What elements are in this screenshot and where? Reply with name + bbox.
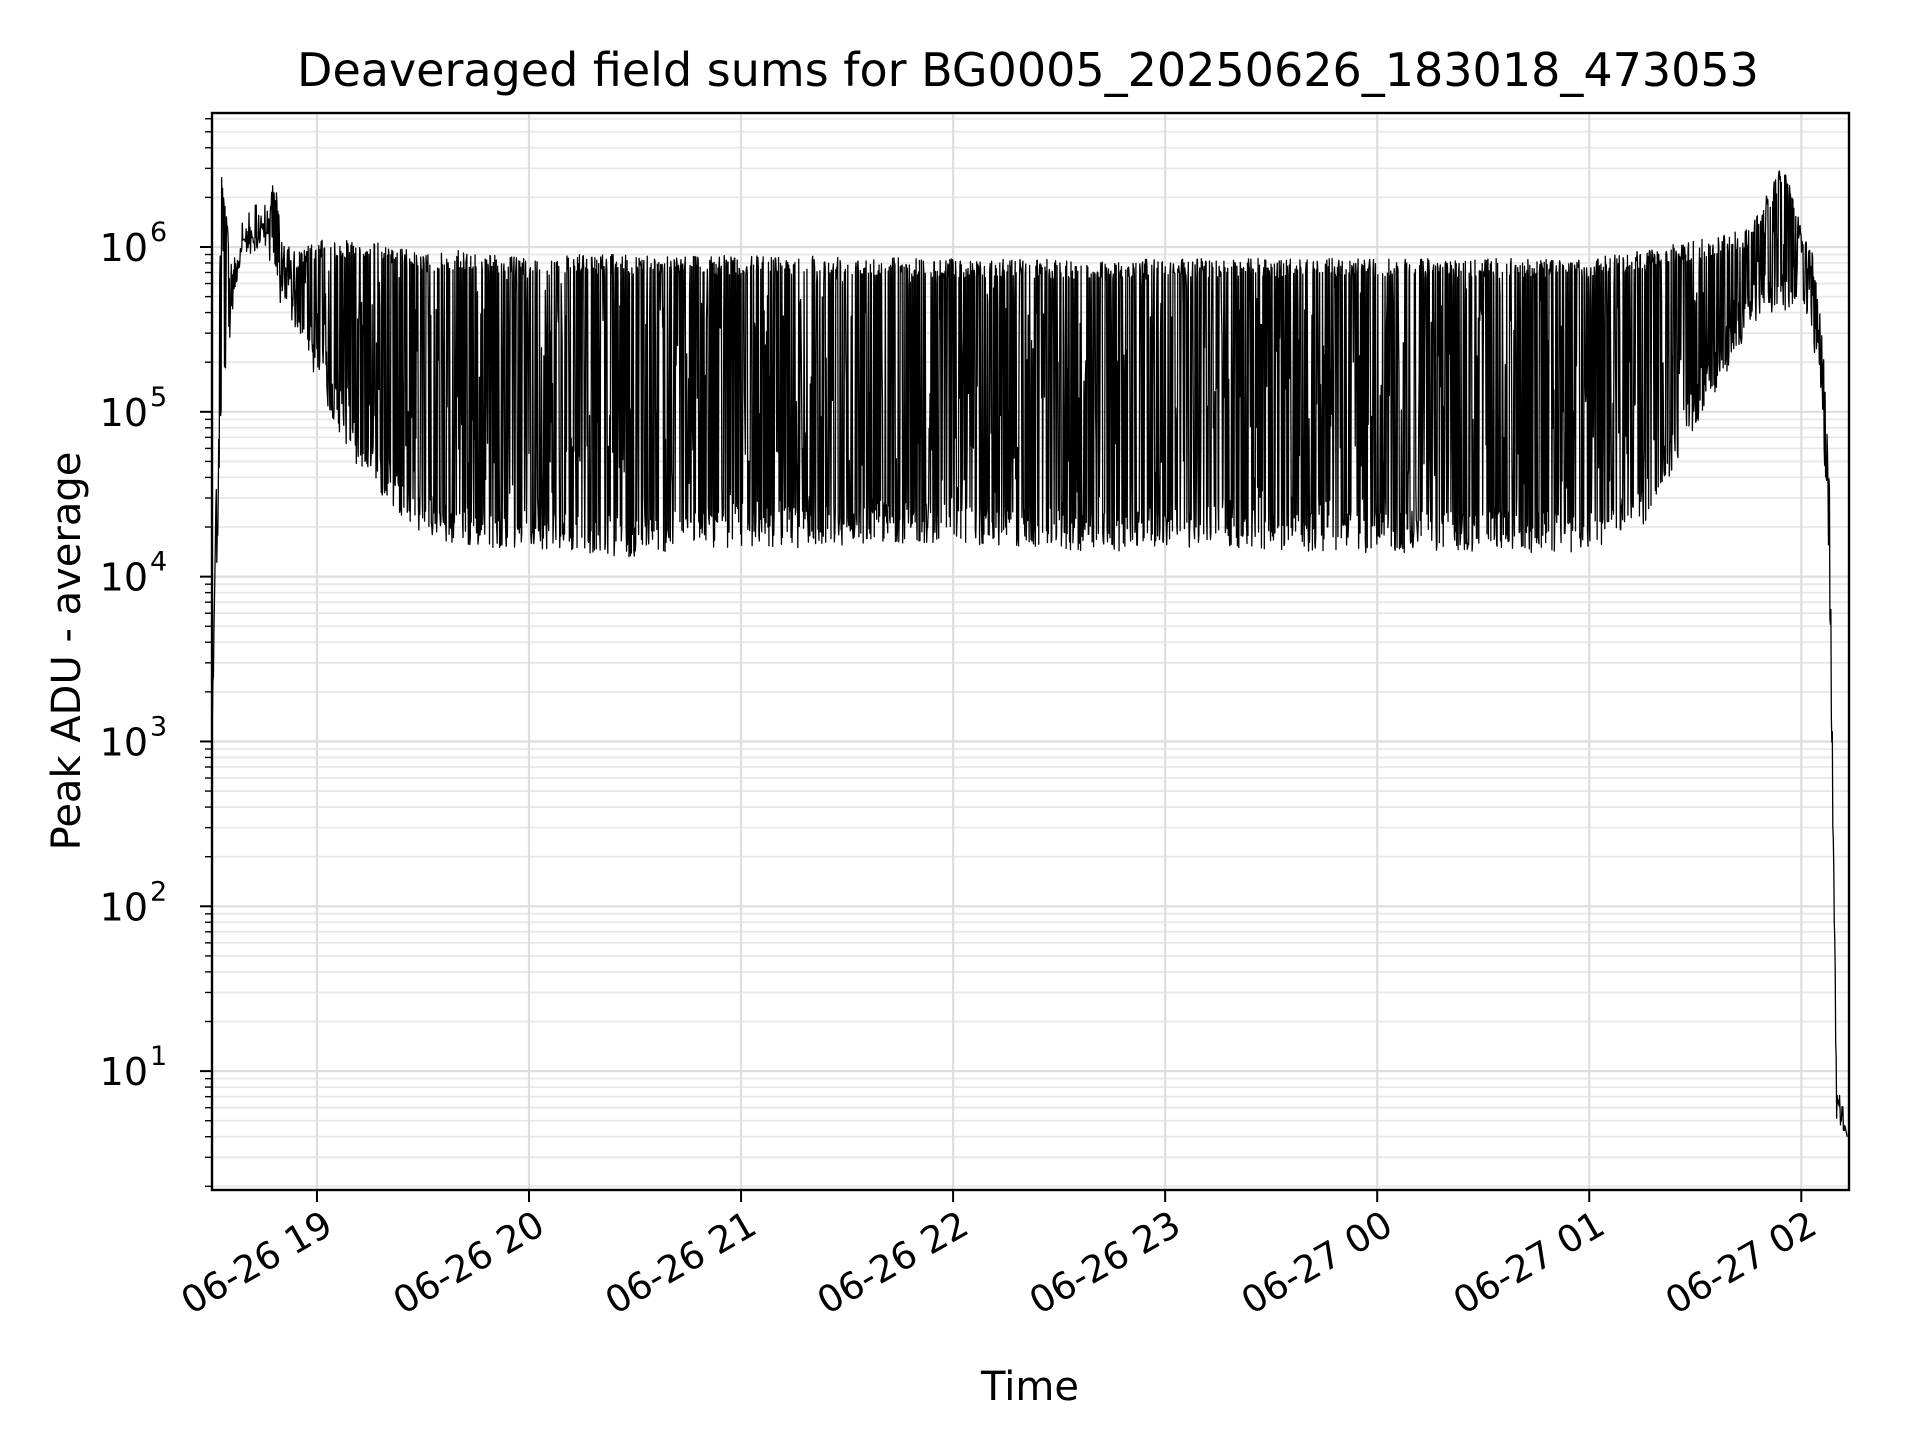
- y-tick-exponent: 3: [150, 711, 167, 742]
- data-series: [211, 170, 1848, 1137]
- y-axis-label: Peak ADU - average: [44, 452, 90, 851]
- y-tick-exponent: 4: [150, 547, 167, 578]
- chart-title: Deaveraged field sums for BG0005_2025062…: [297, 43, 1759, 97]
- y-tick-exponent: 5: [150, 382, 167, 413]
- y-tick-label: 10: [100, 391, 148, 435]
- y-tick-label: 10: [100, 885, 148, 929]
- x-axis-label: Time: [980, 1364, 1079, 1410]
- y-tick-label: 10: [100, 1050, 148, 1094]
- y-tick-exponent: 1: [150, 1041, 167, 1072]
- series-line: [211, 170, 1848, 1137]
- y-tick-label: 10: [100, 556, 148, 600]
- y-tick-exponent: 2: [150, 876, 167, 907]
- y-tick-label: 10: [100, 226, 148, 270]
- plot-frame: [210, 111, 1851, 1192]
- y-tick-label: 10: [100, 720, 148, 764]
- y-tick-exponent: 6: [150, 217, 167, 248]
